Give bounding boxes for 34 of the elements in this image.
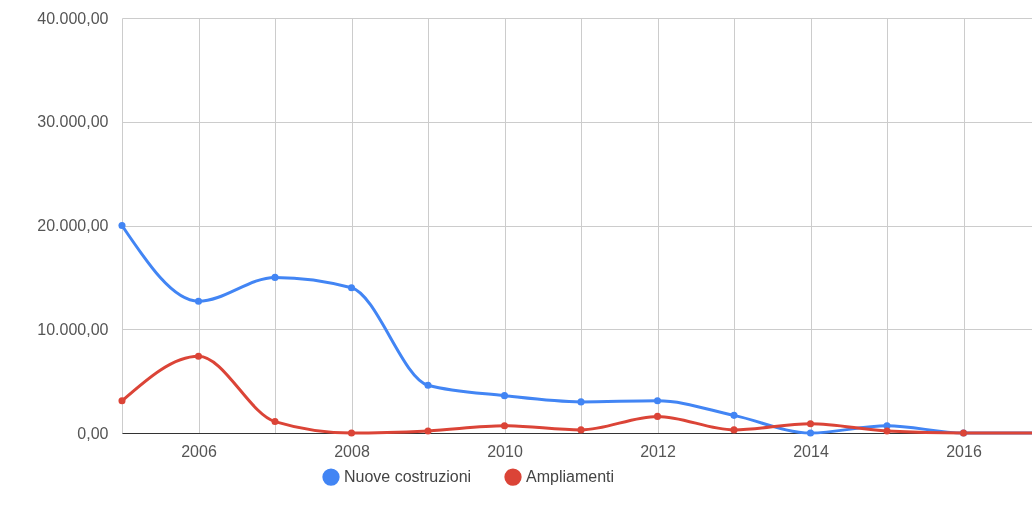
point xyxy=(653,397,662,405)
y-tick-label: 20.000,00 xyxy=(37,217,109,234)
point xyxy=(730,411,738,419)
point xyxy=(118,221,126,230)
y-tick-label: 30.000,00 xyxy=(37,113,109,131)
point xyxy=(424,381,432,389)
y-tick-label: 10.000,00 xyxy=(37,320,109,338)
x-tick-label: 2008 xyxy=(334,442,370,460)
point xyxy=(347,429,356,437)
point xyxy=(577,426,585,434)
point xyxy=(271,418,279,426)
point xyxy=(883,427,891,435)
legend-label: Ampliamenti xyxy=(526,468,615,486)
point xyxy=(118,397,126,405)
point xyxy=(500,422,509,430)
point xyxy=(347,284,356,292)
y-tick-label: 0,00 xyxy=(77,424,109,442)
point xyxy=(806,420,815,428)
point xyxy=(806,429,815,437)
point xyxy=(500,392,509,400)
point xyxy=(194,297,203,305)
x-tick-label: 2006 xyxy=(181,442,217,460)
point xyxy=(653,412,662,420)
point xyxy=(577,398,585,406)
point xyxy=(730,426,738,434)
x-tick-label: 2014 xyxy=(793,442,829,460)
point xyxy=(424,427,432,435)
point xyxy=(271,273,279,281)
point xyxy=(194,352,203,360)
x-tick-label: 2010 xyxy=(487,442,523,460)
x-tick-label: 2012 xyxy=(640,442,676,460)
x-tick-label: 2016 xyxy=(946,442,982,460)
legend-label: Nuove costruzioni xyxy=(344,468,472,486)
y-tick-label: 40.000,00 xyxy=(37,9,109,27)
